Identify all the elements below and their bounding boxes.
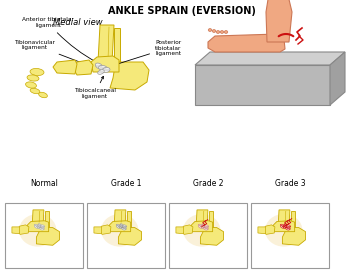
Ellipse shape (25, 82, 36, 88)
Text: Tibiocalcaneal
ligament: Tibiocalcaneal ligament (74, 76, 116, 99)
Polygon shape (110, 62, 149, 90)
Ellipse shape (286, 225, 290, 228)
Polygon shape (208, 34, 285, 52)
Ellipse shape (285, 227, 290, 230)
Polygon shape (127, 211, 131, 227)
Ellipse shape (280, 224, 285, 228)
Ellipse shape (34, 224, 39, 228)
Ellipse shape (120, 224, 123, 227)
Ellipse shape (183, 214, 221, 247)
Ellipse shape (224, 31, 228, 33)
Polygon shape (274, 221, 294, 232)
Text: Posterior
tibiotalar
ligament: Posterior tibiotalar ligament (111, 40, 181, 66)
Ellipse shape (220, 31, 224, 33)
Polygon shape (110, 221, 131, 232)
FancyBboxPatch shape (169, 203, 247, 268)
Ellipse shape (19, 214, 56, 247)
Ellipse shape (99, 66, 107, 71)
Ellipse shape (38, 224, 41, 227)
Ellipse shape (101, 214, 138, 247)
Polygon shape (201, 228, 223, 245)
Polygon shape (53, 60, 77, 74)
Ellipse shape (30, 69, 44, 76)
Ellipse shape (284, 224, 288, 227)
Ellipse shape (95, 63, 103, 69)
FancyBboxPatch shape (251, 203, 329, 268)
Ellipse shape (203, 227, 208, 230)
Polygon shape (176, 227, 183, 234)
Polygon shape (12, 227, 19, 234)
Polygon shape (330, 52, 345, 105)
Ellipse shape (102, 67, 110, 73)
Ellipse shape (40, 227, 44, 230)
FancyBboxPatch shape (5, 203, 83, 268)
Polygon shape (195, 65, 330, 105)
Text: Medial view: Medial view (53, 18, 103, 27)
Polygon shape (94, 227, 102, 234)
Polygon shape (73, 60, 93, 75)
Polygon shape (266, 0, 292, 42)
Polygon shape (278, 210, 290, 223)
Polygon shape (114, 28, 120, 65)
Ellipse shape (212, 30, 216, 32)
Polygon shape (191, 221, 213, 232)
Polygon shape (181, 225, 193, 234)
Ellipse shape (119, 225, 123, 229)
Ellipse shape (37, 225, 41, 229)
Polygon shape (258, 227, 265, 234)
Text: Tibionavicular
ligament: Tibionavicular ligament (15, 39, 95, 68)
Polygon shape (32, 210, 44, 223)
FancyBboxPatch shape (87, 203, 165, 268)
Text: Grade 1: Grade 1 (111, 179, 141, 188)
Ellipse shape (216, 31, 220, 33)
Text: Grade 3: Grade 3 (275, 179, 305, 188)
Polygon shape (98, 25, 114, 62)
Ellipse shape (201, 225, 205, 229)
Polygon shape (28, 221, 49, 232)
Ellipse shape (116, 224, 120, 228)
Ellipse shape (198, 224, 202, 228)
Ellipse shape (283, 225, 287, 229)
Polygon shape (264, 225, 275, 234)
Ellipse shape (40, 225, 44, 228)
Ellipse shape (205, 225, 209, 228)
Text: Anterior tibiotalar
ligament: Anterior tibiotalar ligament (22, 17, 97, 62)
Text: ANKLE SPRAIN (EVERSION): ANKLE SPRAIN (EVERSION) (108, 6, 256, 16)
Ellipse shape (27, 75, 39, 81)
Polygon shape (195, 52, 345, 65)
Text: Normal: Normal (30, 179, 58, 188)
Ellipse shape (265, 214, 302, 247)
Text: Grade 2: Grade 2 (193, 179, 223, 188)
Polygon shape (91, 56, 119, 72)
Polygon shape (36, 228, 60, 245)
Polygon shape (290, 211, 295, 227)
Ellipse shape (123, 225, 127, 228)
Polygon shape (282, 228, 305, 245)
Ellipse shape (39, 92, 47, 98)
Ellipse shape (208, 29, 212, 31)
Polygon shape (17, 225, 29, 234)
Ellipse shape (98, 70, 104, 74)
Polygon shape (209, 211, 213, 227)
Ellipse shape (30, 88, 40, 94)
Polygon shape (99, 225, 111, 234)
Polygon shape (118, 228, 142, 245)
Polygon shape (196, 210, 208, 223)
Polygon shape (114, 210, 126, 223)
Polygon shape (44, 211, 49, 227)
Ellipse shape (122, 227, 126, 230)
Ellipse shape (202, 224, 205, 227)
